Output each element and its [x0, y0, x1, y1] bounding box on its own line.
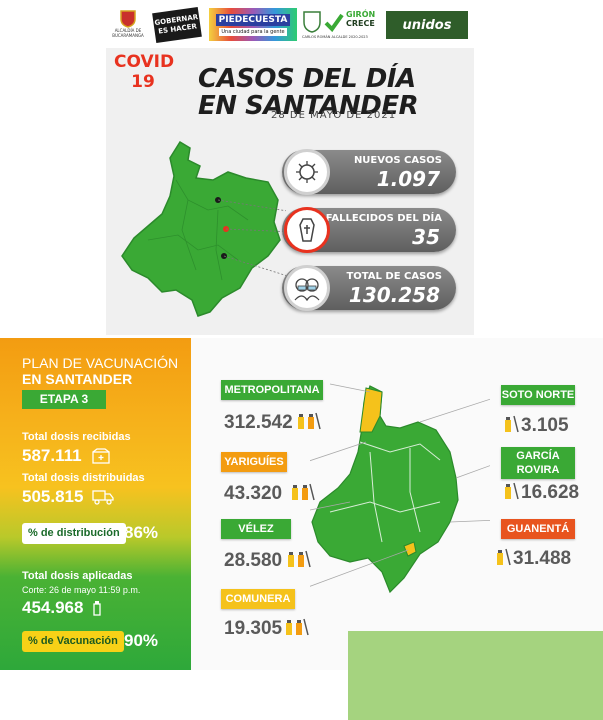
vaccine-icon: [286, 618, 309, 636]
title-line2: EN SANTANDER: [198, 91, 419, 121]
logo-text-line2: Una ciudad para la gente: [219, 27, 287, 36]
region-value-yariguies: 43.320: [224, 483, 283, 504]
vaccine-vial-icon: [93, 601, 101, 616]
vaccine-icon: [292, 483, 315, 501]
vaccination-pct-label-text: % de Vacunación: [28, 635, 118, 647]
distribution-pct-label: % de distribución: [22, 523, 126, 544]
stat-value: 1.097: [376, 167, 440, 191]
region-name: METROPOLITANA: [224, 384, 320, 396]
vaccine-icon: [298, 412, 321, 430]
unidos-logo: unidos: [386, 11, 468, 39]
region-name: COMUNERA: [225, 593, 291, 605]
logo-text-giron: GIRÓN: [346, 10, 376, 19]
region-name: YARIGUÍES: [224, 456, 284, 468]
distribution-pct-value: 86%: [124, 523, 159, 542]
vaccine-icon: [505, 415, 519, 433]
map-shape: [121, 140, 281, 317]
region-value-velez: 28.580: [224, 550, 283, 571]
giron-crece-logo: GIRÓN CRECE CARLOS ROMÁN ALCALDE 2020-20…: [300, 8, 383, 41]
distributed-label: Total dosis distribuidas: [22, 472, 145, 484]
region-value-guaneta: 31.488: [513, 548, 572, 569]
region-value-comunera: 19.305: [224, 618, 283, 639]
logo-text-alcalde: CARLOS ROMÁN ALCALDE 2020-2023: [302, 35, 368, 39]
stat-value: 35: [412, 225, 440, 249]
region-label-garcia-rovira: GARCÍA ROVIRA: [501, 447, 575, 479]
region-shape-yariguies: [359, 387, 383, 433]
alcaldia-bucaramanga-logo: ALCALDÍA DE BUCARAMANGA: [110, 6, 146, 42]
logo-text-line1: ALCALDÍA DE: [114, 28, 142, 33]
stat-value: 130.258: [348, 283, 440, 307]
truck-icon: [92, 490, 114, 505]
vaccination-title: PLAN DE VACUNACIÓN EN SANTANDER: [22, 355, 178, 387]
vaccine-icon: [497, 548, 511, 566]
region-shape-main: [311, 385, 459, 594]
vaccination-pct-value: 90%: [124, 631, 159, 650]
vaccination-title-line2: EN SANTANDER: [22, 371, 133, 387]
checkmark-icon: [324, 13, 344, 32]
region-label-velez: VÉLEZ: [221, 519, 291, 539]
covid-tag: COVID 19: [114, 52, 175, 92]
title-line1: CASOS DEL DÍA: [198, 64, 416, 94]
vaccination-regions-map: [310, 383, 490, 594]
logo-text-line1: PIEDECUESTA: [215, 13, 291, 26]
applied-value: 454.968: [22, 598, 84, 617]
masked-people-icon: [284, 265, 330, 311]
vaccine-icon: [288, 550, 311, 568]
stat-label: FALLECIDOS DEL DÍA: [325, 213, 442, 224]
vaccine-icon: [505, 482, 519, 500]
covid-panel: COVID 19 CASOS DEL DÍA EN SANTANDER 28 D…: [106, 48, 474, 335]
applied-label: Total dosis aplicadas: [22, 570, 133, 582]
region-label-yariguies: YARIGUÍES: [221, 452, 287, 472]
piedecuesta-logo: PIEDECUESTA Una ciudad para la gente: [209, 8, 297, 41]
giron-shield-icon: [303, 11, 321, 33]
region-name: SOTO NORTE: [501, 389, 575, 401]
logo-text-crece: CRECE: [346, 19, 375, 28]
received-label: Total dosis recibidas: [22, 431, 131, 443]
region-label-soto-norte: SOTO NORTE: [501, 385, 575, 405]
region-label-guaneta: GUANENTÁ: [501, 519, 575, 539]
stage-badge: ETAPA 3: [22, 390, 106, 409]
received-value: 587.111: [22, 446, 82, 465]
applied-cut: Corte: 26 de mayo 11:59 p.m.: [22, 585, 141, 595]
stat-label: NUEVOS CASOS: [353, 155, 442, 166]
date-label: 28 DE MAYO DE 2021: [271, 110, 397, 121]
distributed-value: 505.815: [22, 487, 84, 506]
region-shape-comunera: [403, 541, 417, 557]
vaccination-title-line1: PLAN DE VACUNACIÓN: [22, 355, 179, 371]
region-name: GARCÍA ROVIRA: [516, 450, 560, 476]
stage-label: ETAPA 3: [39, 392, 89, 406]
logo-text-line2: BUCARAMANGA: [112, 33, 144, 38]
decorative-green-block: [348, 631, 603, 720]
stat-label: TOTAL DE CASOS: [346, 271, 442, 282]
region-label-comunera: COMUNERA: [221, 589, 295, 609]
gobernar-es-hacer-logo: GOBERNAR ES HACER: [152, 6, 202, 44]
region-name: GUANENTÁ: [506, 523, 570, 535]
shield-icon: [120, 10, 136, 28]
page-title: CASOS DEL DÍA EN SANTANDER: [198, 66, 468, 120]
region-value-soto-norte: 3.105: [521, 415, 569, 436]
virus-icon: [284, 149, 330, 195]
coffin-icon: [284, 207, 330, 253]
region-value-garcia-rovira: 16.628: [521, 482, 580, 503]
vaccination-pct-label: % de Vacunación: [22, 631, 124, 652]
covid-tag-line1: COVID: [114, 52, 175, 72]
region-value-metropolitana: 312.542: [224, 412, 293, 433]
santander-map: [121, 140, 286, 317]
covid-tag-line2: 19: [131, 72, 155, 92]
region-label-metropolitana: METROPOLITANA: [221, 380, 323, 400]
logo-text: unidos: [402, 17, 452, 33]
box-icon: [92, 448, 110, 464]
region-name: VÉLEZ: [238, 523, 274, 535]
